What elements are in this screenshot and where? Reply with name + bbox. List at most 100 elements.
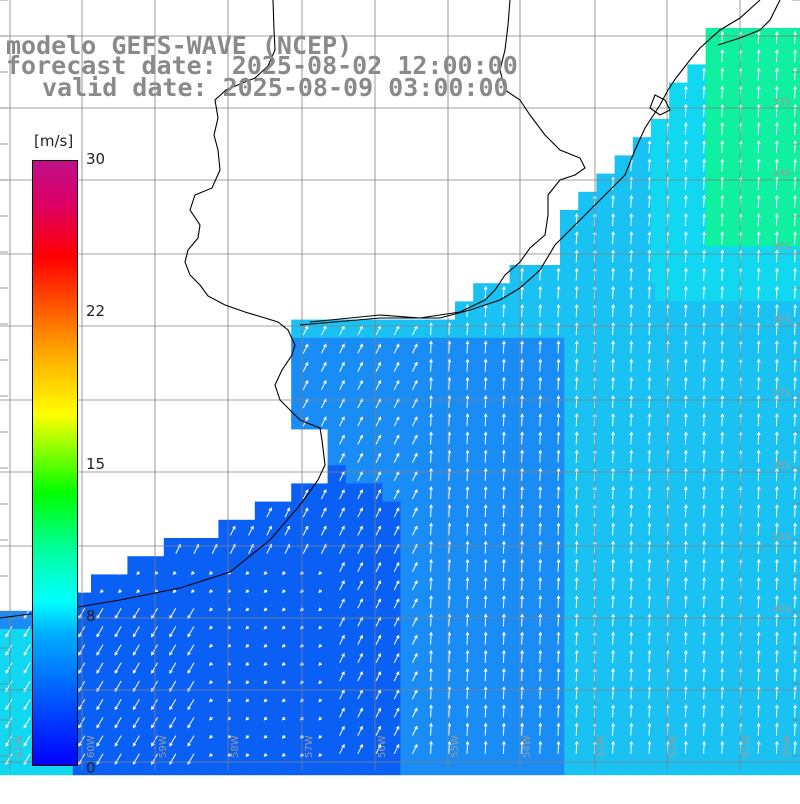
- wind-cell: [796, 264, 800, 284]
- wind-arrow: [611, 686, 615, 700]
- wind-cell: [746, 629, 765, 648]
- wind-arrow: [429, 576, 433, 591]
- wind-cell: [364, 738, 383, 757]
- wind-cell: [436, 756, 456, 776]
- wind-arrow: [411, 616, 418, 627]
- wind-arrow: [556, 358, 561, 372]
- wind-cell: [687, 210, 707, 229]
- wind-cell: [782, 756, 800, 776]
- wind-arrow: [502, 649, 506, 663]
- wind-arrow: [99, 589, 104, 594]
- wind-arrow: [775, 30, 779, 45]
- wind-arrow: [702, 740, 706, 754]
- wind-cell: [764, 337, 784, 357]
- wind-arrow: [702, 595, 706, 609]
- wind-cell: [455, 701, 474, 721]
- wind-arrow: [245, 589, 250, 594]
- wind-cell: [669, 82, 688, 102]
- wind-arrow: [702, 121, 706, 136]
- wind-cell: [127, 683, 147, 703]
- wind-arrow: [339, 725, 345, 736]
- wind-cell: [345, 428, 365, 448]
- wind-cell: [637, 556, 656, 575]
- wind-arrow: [702, 303, 706, 318]
- wind-cell: [655, 301, 674, 321]
- wind-cell: [91, 647, 110, 666]
- wind-cell: [491, 519, 511, 539]
- wind-cell: [327, 319, 347, 339]
- title-model: modelo GEFS-WAVE (NCEP): [6, 31, 353, 60]
- wind-arrow: [684, 413, 688, 427]
- wind-cell: [669, 246, 688, 266]
- wind-cell: [582, 483, 602, 503]
- wind-cell: [655, 720, 674, 739]
- wind-arrow: [684, 686, 688, 700]
- wind-cell: [382, 574, 401, 594]
- wind-cell: [309, 501, 329, 521]
- wind-arrow: [393, 598, 400, 609]
- wind-arrow: [339, 379, 345, 391]
- wind-cell: [564, 319, 583, 339]
- wind-arrow: [793, 67, 797, 81]
- wind-cell: [236, 592, 256, 612]
- wind-arrow: [647, 322, 652, 336]
- wind-arrow: [483, 722, 488, 736]
- wind-arrow: [357, 725, 363, 736]
- wind-cell: [687, 246, 707, 266]
- wind-cell: [163, 538, 183, 557]
- wind-arrow: [96, 735, 104, 747]
- wind-arrow: [96, 717, 104, 729]
- wind-cell: [345, 738, 365, 757]
- wind-arrow: [556, 431, 561, 445]
- wind-arrow: [574, 467, 579, 481]
- wind-cell: [618, 447, 638, 466]
- wind-arrow: [756, 558, 761, 572]
- wind-arrow: [775, 358, 779, 372]
- wind-cell: [491, 574, 511, 594]
- wind-cell: [709, 374, 729, 393]
- wind-cell: [327, 665, 347, 685]
- wind-arrow: [574, 322, 579, 336]
- wind-cell: [746, 428, 765, 448]
- wind-cell: [254, 629, 274, 648]
- wind-cell: [564, 465, 583, 484]
- wind-cell: [764, 647, 784, 666]
- wind-cell: [655, 592, 674, 612]
- wind-arrow: [538, 431, 543, 445]
- wind-arrow: [502, 358, 506, 372]
- wind-cell: [728, 392, 747, 412]
- wind-arrow: [793, 322, 797, 336]
- wind-cell: [742, 119, 761, 138]
- wind-cell: [728, 756, 747, 776]
- wind-cell: [746, 410, 765, 430]
- wind-arrow: [429, 358, 433, 372]
- wind-arrow: [429, 394, 433, 409]
- wind-cell: [200, 556, 219, 575]
- wind-arrow: [574, 249, 579, 263]
- wind-arrow: [339, 616, 345, 627]
- wind-cell: [418, 374, 438, 393]
- wind-cell: [709, 519, 729, 539]
- wind-arrow: [465, 722, 470, 736]
- wind-cell: [436, 556, 456, 575]
- wind-arrow: [429, 540, 433, 554]
- wind-cell: [655, 483, 674, 503]
- wind-cell: [764, 683, 784, 703]
- wind-arrow: [720, 449, 725, 463]
- wind-arrow: [556, 649, 561, 663]
- wind-cell: [418, 356, 438, 375]
- wind-cell: [327, 538, 347, 557]
- wind-arrow: [302, 379, 309, 391]
- wind-cell: [709, 665, 729, 685]
- wind-cell: [382, 683, 401, 703]
- wind-arrow: [520, 449, 524, 463]
- wind-cell: [491, 465, 511, 484]
- wind-cell: [655, 428, 674, 448]
- wind-cell: [728, 519, 747, 539]
- wind-cell: [527, 283, 547, 302]
- wind-arrow: [574, 613, 579, 627]
- wind-cell: [637, 428, 656, 448]
- wind-arrow: [411, 652, 418, 664]
- wind-arrow: [393, 379, 400, 391]
- wind-arrow: [538, 376, 543, 390]
